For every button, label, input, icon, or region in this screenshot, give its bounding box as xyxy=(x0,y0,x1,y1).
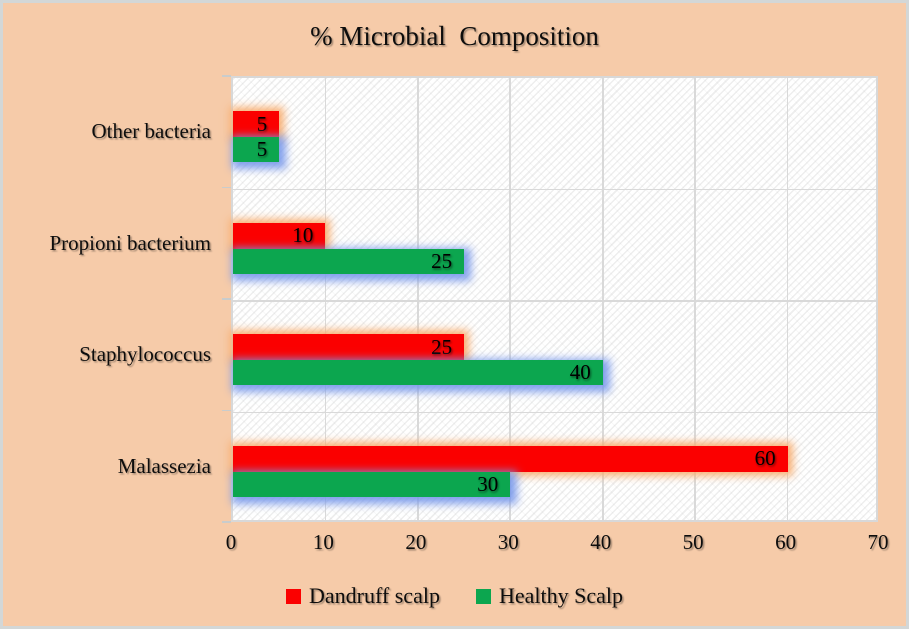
x-tick-label: 30 xyxy=(497,530,519,554)
vertical-gridline xyxy=(786,78,789,520)
legend-swatch-icon xyxy=(286,588,302,604)
category-axis-tick xyxy=(222,521,231,523)
bar-healthy-scalp: 40 xyxy=(233,360,603,385)
plot-area: 5 5 10 25 25 40 60 30 xyxy=(231,76,878,522)
category-label: Propioni bacterium xyxy=(49,230,211,255)
chart-title: % Microbial Composition xyxy=(310,21,599,51)
horizontal-gridline xyxy=(233,300,876,302)
legend-item-healthy-scalp: Healthy Scalp xyxy=(475,583,623,608)
legend-item-dandruff-scalp: Dandruff scalp xyxy=(286,585,440,607)
bar-healthy-scalp: 25 xyxy=(233,248,465,274)
bar-data-label: 25 xyxy=(431,334,453,359)
legend-label: Healthy Scalp xyxy=(498,583,623,608)
x-tick-label: 0 xyxy=(225,530,237,554)
bar-data-label: 60 xyxy=(754,446,776,470)
category-label: Malassezia xyxy=(117,453,211,478)
x-tick-label: 10 xyxy=(312,530,334,554)
bar-dandruff-scalp: 10 xyxy=(233,222,326,249)
bar-dandruff-scalp: 60 xyxy=(233,445,788,472)
bar-data-label: 30 xyxy=(477,471,499,496)
bar-healthy-scalp: 5 xyxy=(233,137,280,162)
category-axis-tick xyxy=(222,298,231,300)
horizontal-gridline xyxy=(233,188,876,191)
vertical-gridline xyxy=(601,78,604,520)
category-label: Staphylococcus xyxy=(79,342,211,367)
vertical-gridline xyxy=(694,78,696,520)
bar-dandruff-scalp: 25 xyxy=(233,334,465,360)
bar-data-label: 40 xyxy=(569,360,591,384)
vertical-gridline xyxy=(509,78,512,520)
x-tick-label: 60 xyxy=(775,530,797,554)
legend-label: Dandruff scalp xyxy=(309,583,440,608)
vertical-gridline xyxy=(417,78,419,520)
legend-swatch-icon xyxy=(475,588,491,604)
x-tick-label: 50 xyxy=(682,530,704,554)
category-axis-tick xyxy=(222,75,231,77)
bar-healthy-scalp: 30 xyxy=(233,471,511,497)
horizontal-gridline xyxy=(233,411,876,414)
bar-data-label: 5 xyxy=(256,137,268,161)
category-axis-tick xyxy=(222,186,231,189)
category-label: Other bacteria xyxy=(91,119,211,144)
bar-data-label: 25 xyxy=(431,248,453,273)
bar-dandruff-scalp: 5 xyxy=(233,111,280,137)
bar-data-label: 10 xyxy=(292,223,314,247)
category-axis-tick xyxy=(222,409,231,412)
x-tick-label: 70 xyxy=(867,530,889,554)
x-tick-label: 20 xyxy=(405,530,427,554)
vertical-gridline xyxy=(324,78,327,520)
x-tick-label: 40 xyxy=(590,530,612,554)
legend: Dandruff scalp Healthy Scalp xyxy=(3,585,906,607)
bar-data-label: 5 xyxy=(256,111,268,136)
